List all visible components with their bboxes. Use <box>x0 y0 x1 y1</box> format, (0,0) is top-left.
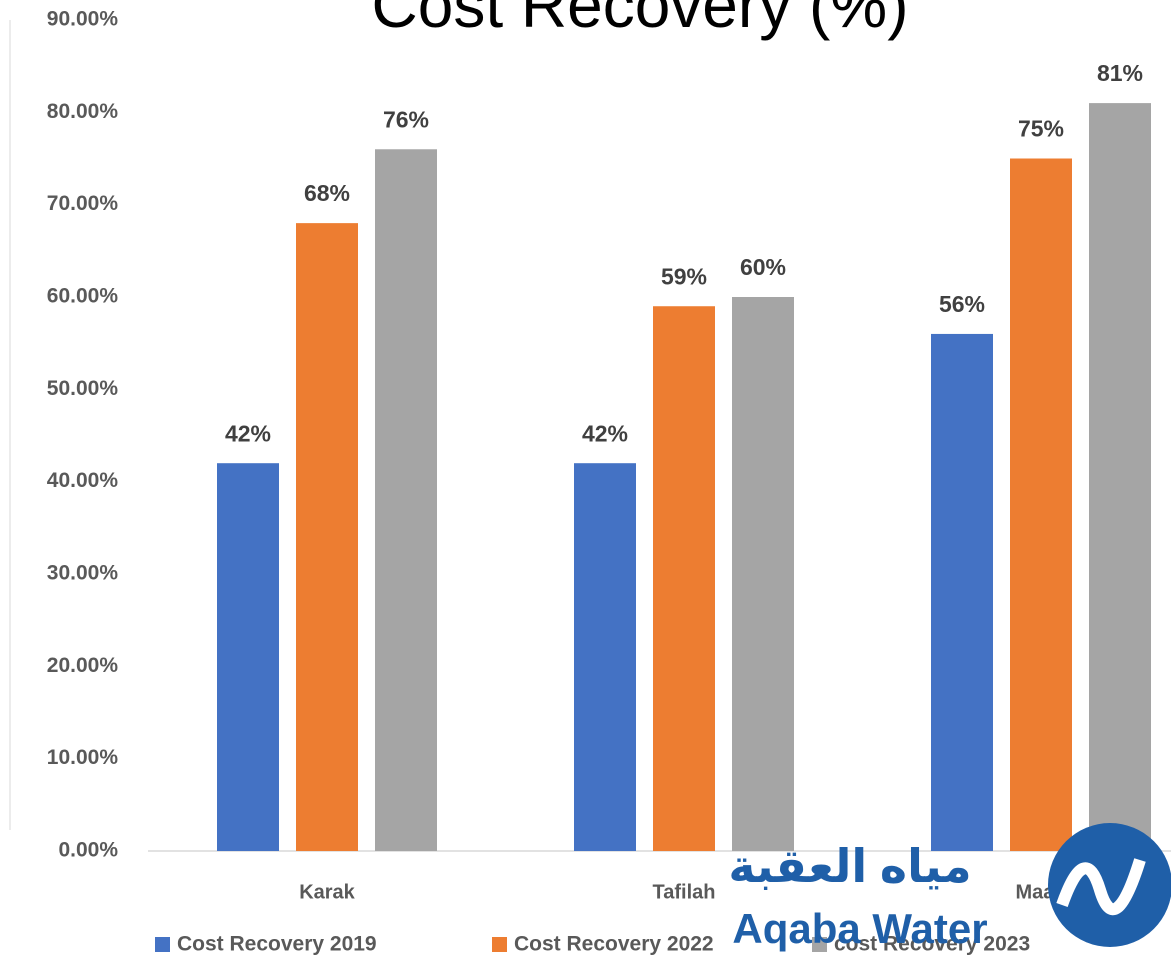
logo-wave <box>1056 858 1146 916</box>
bar <box>296 223 358 852</box>
y-tick-label: 30.00% <box>47 562 119 585</box>
y-tick-label: 50.00% <box>47 377 119 400</box>
bar <box>217 463 279 851</box>
value-label: 60% <box>740 254 786 280</box>
value-label: 81% <box>1097 60 1143 86</box>
legend-label: cost Recovery 2023 <box>834 933 1030 956</box>
legend-swatch <box>492 937 507 952</box>
watermark-arabic: مياه العقبة <box>728 840 971 892</box>
bar <box>1089 103 1151 852</box>
y-tick-label: 70.00% <box>47 192 119 215</box>
legend-label: Cost Recovery 2022 <box>514 933 714 956</box>
value-label: 75% <box>1018 116 1064 142</box>
bar <box>732 297 794 851</box>
value-label: 68% <box>304 180 350 206</box>
value-label: 42% <box>582 420 628 446</box>
x-tick-label: Karak <box>299 881 355 903</box>
watermark: مياه العقبة Aqaba Water <box>728 823 1171 952</box>
y-tick-label: 10.00% <box>47 746 119 769</box>
bar <box>1010 158 1072 851</box>
x-tick-label: Tafilah <box>653 881 716 903</box>
legend-label: Cost Recovery 2019 <box>177 933 377 956</box>
value-label: 56% <box>939 291 985 317</box>
value-label: 42% <box>225 420 271 446</box>
chart-title: Cost Recovery (%) <box>372 0 909 41</box>
value-label: 59% <box>661 263 707 289</box>
y-tick-label: 40.00% <box>47 469 119 492</box>
watermark-english: Aqaba Water <box>732 905 987 952</box>
y-tick-label: 90.00% <box>47 8 119 31</box>
logo <box>1048 823 1171 947</box>
value-label: 76% <box>383 106 429 132</box>
y-tick-label: 20.00% <box>47 654 119 677</box>
bar <box>931 333 993 851</box>
y-tick-label: 80.00% <box>47 100 119 123</box>
y-tick-label: 0.00% <box>58 839 118 862</box>
legend-swatch <box>155 937 170 952</box>
bar <box>574 463 636 851</box>
bar <box>375 149 437 851</box>
y-tick-label: 60.00% <box>47 285 119 308</box>
plot: 0.00% 10.00% 20.00% 30.00% 40.00% 50.00% 60.00… <box>47 8 1151 956</box>
bar <box>653 306 715 851</box>
legend-swatch <box>812 937 827 952</box>
